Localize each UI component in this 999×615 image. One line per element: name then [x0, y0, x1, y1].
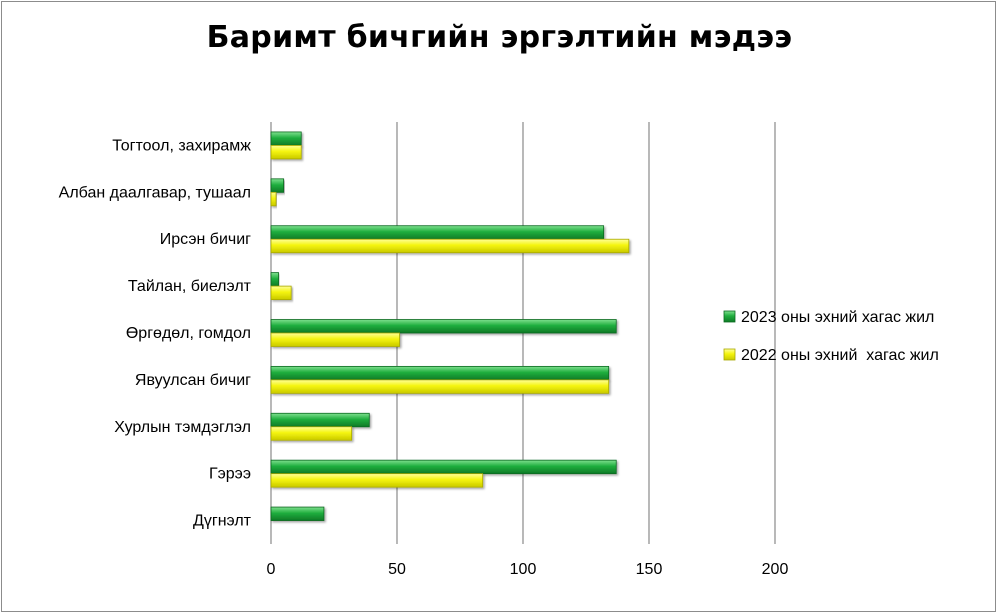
- bar-series2: [270, 332, 400, 347]
- x-tick-label: 100: [510, 561, 537, 578]
- category-label: Хурлын тэмдэглэл: [114, 419, 251, 436]
- legend-swatch: [723, 310, 736, 323]
- x-tick-label: 150: [636, 561, 663, 578]
- chart-title: Баримт бичгийн эргэлтийн мэдээ: [206, 20, 793, 55]
- bar-series1: [270, 225, 605, 240]
- bar-series2: [270, 145, 302, 160]
- bar-series1: [270, 365, 610, 381]
- category-label: Явуулсан бичиг: [135, 372, 251, 389]
- bar-series1: [270, 319, 617, 334]
- bar-series2: [270, 426, 353, 441]
- bar-series2: [270, 285, 292, 301]
- bar-series1: [270, 272, 279, 287]
- category-label: Өргөдөл, гомдол: [126, 325, 251, 342]
- category-label: Дүгнэлт: [193, 513, 252, 530]
- legend-label: 2022 оны эхний хагас жил: [741, 347, 939, 364]
- bar-series1: [270, 506, 325, 521]
- category-label: Гэрээ: [209, 466, 251, 483]
- category-label: Тогтоол, захирамж: [112, 137, 251, 154]
- category-label: Албан даалгавар, тушаал: [59, 184, 251, 201]
- legend-swatch: [723, 348, 736, 361]
- bar-series2: [270, 191, 277, 207]
- bar-series2: [270, 238, 630, 254]
- bar-series2: [270, 379, 610, 394]
- bar-series1: [270, 131, 302, 146]
- bar-series2: [270, 473, 484, 488]
- bar-series1: [270, 178, 285, 193]
- bar-series1: [270, 459, 617, 475]
- x-tick-label: 50: [388, 561, 406, 578]
- x-tick-label: 200: [762, 561, 789, 578]
- x-tick-label: 0: [267, 561, 276, 578]
- category-label: Тайлан, биелэлт: [128, 278, 252, 295]
- legend-label: 2023 оны эхний хагас жил: [741, 309, 934, 326]
- category-label: Ирсэн бичиг: [160, 231, 251, 248]
- bar-series1: [270, 412, 370, 428]
